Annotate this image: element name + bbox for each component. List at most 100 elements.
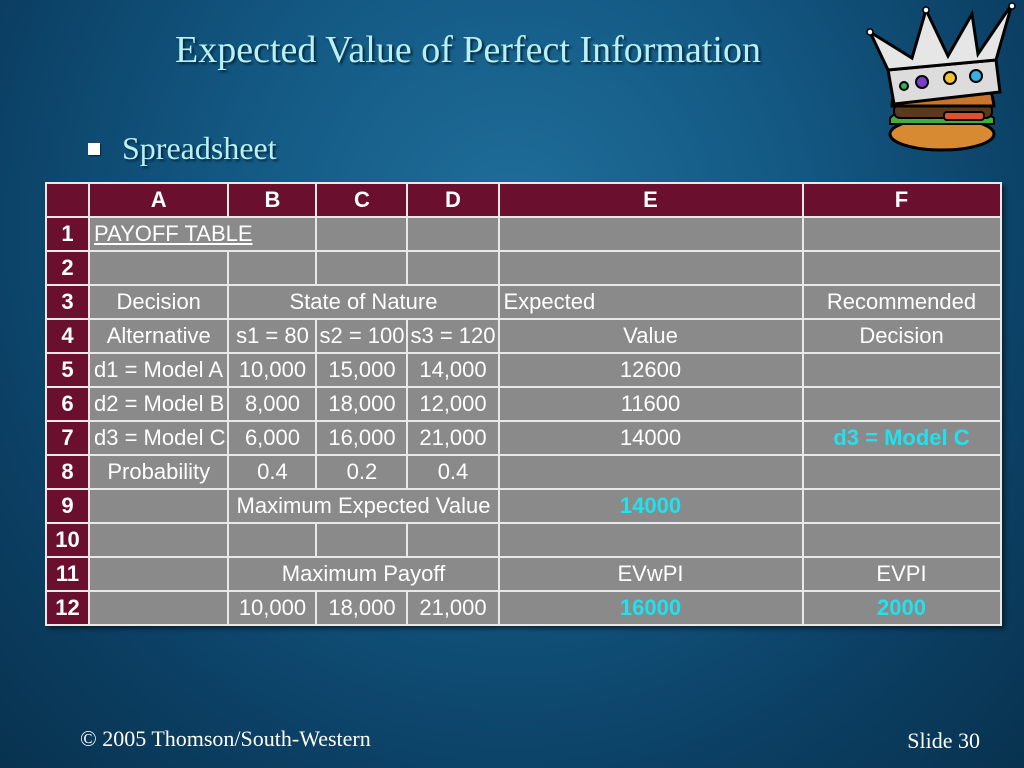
cell-a4[interactable]: Alternative (87, 318, 230, 354)
cell-e2[interactable] (497, 250, 804, 286)
cell-f5[interactable] (801, 352, 1002, 388)
col-header-c[interactable]: C (315, 182, 409, 218)
cell-c12[interactable]: 18,000 (315, 590, 409, 626)
cell-a11[interactable] (87, 556, 230, 592)
cell-f7-recommended-decision[interactable]: d3 = Model C (801, 420, 1002, 456)
cell-d6[interactable]: 12,000 (406, 386, 500, 422)
cell-b11[interactable]: Maximum Payoff (227, 556, 500, 592)
cell-b3[interactable]: State of Nature (227, 284, 500, 320)
row-header[interactable]: 7 (45, 420, 90, 456)
corner-cell[interactable] (45, 182, 90, 218)
cell-e10[interactable] (497, 522, 804, 558)
cell-e6[interactable]: 11600 (497, 386, 804, 422)
cell-d1[interactable] (406, 216, 500, 252)
column-header-row: A B C D E F (45, 182, 1002, 218)
cell-e5[interactable]: 12600 (497, 352, 804, 388)
cell-a9[interactable] (87, 488, 230, 524)
cell-a5[interactable]: d1 = Model A (87, 352, 230, 388)
cell-a10[interactable] (87, 522, 230, 558)
cell-b8[interactable]: 0.4 (227, 454, 318, 490)
cell-f10[interactable] (801, 522, 1002, 558)
cell-c2[interactable] (315, 250, 409, 286)
cell-d10[interactable] (406, 522, 500, 558)
cell-b10[interactable] (227, 522, 318, 558)
col-header-e[interactable]: E (497, 182, 804, 218)
cell-f2[interactable] (801, 250, 1002, 286)
cell-e11[interactable]: EVwPI (497, 556, 804, 592)
cell-e7[interactable]: 14000 (497, 420, 804, 456)
table-row: 6 d2 = Model B 8,000 18,000 12,000 11600 (45, 386, 1002, 422)
cell-d4[interactable]: s3 = 120 (406, 318, 500, 354)
table-row: 9 Maximum Expected Value 14000 (45, 488, 1002, 524)
bullet-text: Spreadsheet (122, 130, 277, 166)
col-header-d[interactable]: D (406, 182, 500, 218)
row-header[interactable]: 12 (45, 590, 90, 626)
cell-a8[interactable]: Probability (87, 454, 230, 490)
cell-e8[interactable] (497, 454, 804, 490)
cell-d12[interactable]: 21,000 (406, 590, 500, 626)
row-header[interactable]: 3 (45, 284, 90, 320)
cell-a1[interactable]: PAYOFF TABLE (87, 216, 318, 252)
table-row: 7 d3 = Model C 6,000 16,000 21,000 14000… (45, 420, 1002, 456)
cell-f11[interactable]: EVPI (801, 556, 1002, 592)
cell-b6[interactable]: 8,000 (227, 386, 318, 422)
col-header-b[interactable]: B (227, 182, 318, 218)
cell-e4[interactable]: Value (497, 318, 804, 354)
cell-a12[interactable] (87, 590, 230, 626)
cell-d5[interactable]: 14,000 (406, 352, 500, 388)
cell-a7[interactable]: d3 = Model C (87, 420, 230, 456)
row-header[interactable]: 8 (45, 454, 90, 490)
cell-e12-evwpi[interactable]: 16000 (497, 590, 804, 626)
bullet-item: Spreadsheet (88, 130, 277, 167)
cell-f6[interactable] (801, 386, 1002, 422)
cell-c1[interactable] (315, 216, 409, 252)
cell-d8[interactable]: 0.4 (406, 454, 500, 490)
cell-c6[interactable]: 18,000 (315, 386, 409, 422)
cell-b4[interactable]: s1 = 80 (227, 318, 318, 354)
cell-c7[interactable]: 16,000 (315, 420, 409, 456)
cell-e3[interactable]: Expected (497, 284, 804, 320)
cell-f8[interactable] (801, 454, 1002, 490)
row-header[interactable]: 10 (45, 522, 90, 558)
cell-b7[interactable]: 6,000 (227, 420, 318, 456)
cell-b5[interactable]: 10,000 (227, 352, 318, 388)
cell-e1[interactable] (497, 216, 804, 252)
row-header[interactable]: 9 (45, 488, 90, 524)
cell-f9[interactable] (801, 488, 1002, 524)
cell-c4[interactable]: s2 = 100 (315, 318, 409, 354)
table-row: 1 PAYOFF TABLE (45, 216, 1002, 252)
cell-c10[interactable] (315, 522, 409, 558)
cell-c8[interactable]: 0.2 (315, 454, 409, 490)
table-row: 12 10,000 18,000 21,000 16000 2000 (45, 590, 1002, 626)
cell-b2[interactable] (227, 250, 318, 286)
table-row: 8 Probability 0.4 0.2 0.4 (45, 454, 1002, 490)
table-row: 11 Maximum Payoff EVwPI EVPI (45, 556, 1002, 592)
table-row: 4 Alternative s1 = 80 s2 = 100 s3 = 120 … (45, 318, 1002, 354)
spreadsheet: A B C D E F 1 PAYOFF TABLE 2 3 Decision … (45, 182, 1002, 626)
cell-f4[interactable]: Decision (801, 318, 1002, 354)
cell-e9-max-expected-value[interactable]: 14000 (497, 488, 804, 524)
row-header[interactable]: 1 (45, 216, 90, 252)
table-row: 10 (45, 522, 1002, 558)
cell-b12[interactable]: 10,000 (227, 590, 318, 626)
table-row: 2 (45, 250, 1002, 286)
cell-a6[interactable]: d2 = Model B (87, 386, 230, 422)
cell-d2[interactable] (406, 250, 500, 286)
col-header-a[interactable]: A (87, 182, 230, 218)
cell-f12-evpi[interactable]: 2000 (801, 590, 1002, 626)
col-header-f[interactable]: F (801, 182, 1002, 218)
slide-number: Slide 30 (907, 728, 980, 753)
cell-a3[interactable]: Decision (87, 284, 230, 320)
cell-f3[interactable]: Recommended (801, 284, 1002, 320)
row-header[interactable]: 4 (45, 318, 90, 354)
row-header[interactable]: 2 (45, 250, 90, 286)
cell-d7[interactable]: 21,000 (406, 420, 500, 456)
row-header[interactable]: 11 (45, 556, 90, 592)
cell-f1[interactable] (801, 216, 1002, 252)
row-header[interactable]: 6 (45, 386, 90, 422)
cell-b9[interactable]: Maximum Expected Value (227, 488, 500, 524)
cell-c5[interactable]: 15,000 (315, 352, 409, 388)
cell-a2[interactable] (87, 250, 230, 286)
payoff-table-label: PAYOFF TABLE (94, 221, 253, 246)
row-header[interactable]: 5 (45, 352, 90, 388)
